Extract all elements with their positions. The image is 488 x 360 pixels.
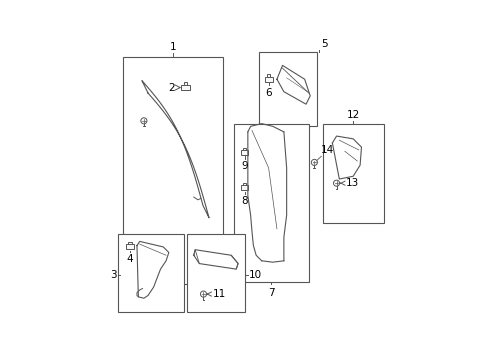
Bar [123, 57, 223, 284]
Bar [128, 242, 131, 244]
Bar [240, 150, 248, 155]
Circle shape [311, 159, 317, 166]
Circle shape [333, 180, 339, 186]
Text: 5: 5 [321, 39, 327, 49]
Bar [186, 234, 244, 312]
Text: 8: 8 [241, 196, 247, 206]
Circle shape [200, 291, 206, 297]
Bar [322, 123, 383, 223]
Text: 6: 6 [265, 87, 271, 98]
Bar [243, 148, 245, 150]
Bar [233, 123, 308, 282]
Bar [240, 185, 248, 190]
Bar [259, 51, 317, 126]
Bar [264, 77, 272, 82]
Bar [117, 234, 183, 312]
Text: 12: 12 [346, 110, 359, 120]
Text: 13: 13 [340, 178, 359, 188]
Text: 10: 10 [248, 270, 261, 280]
Text: 1: 1 [169, 41, 176, 51]
Text: 4: 4 [126, 254, 133, 264]
Bar [183, 82, 187, 85]
Text: 3: 3 [110, 270, 117, 280]
Text: 14: 14 [321, 145, 334, 156]
Bar [266, 75, 270, 77]
Bar [181, 85, 189, 90]
Text: 2: 2 [168, 82, 175, 93]
Text: 7: 7 [267, 288, 274, 298]
Bar [243, 183, 245, 185]
Text: 11: 11 [207, 289, 226, 299]
Text: 9: 9 [241, 161, 247, 171]
Circle shape [141, 118, 146, 124]
Bar [126, 244, 134, 249]
